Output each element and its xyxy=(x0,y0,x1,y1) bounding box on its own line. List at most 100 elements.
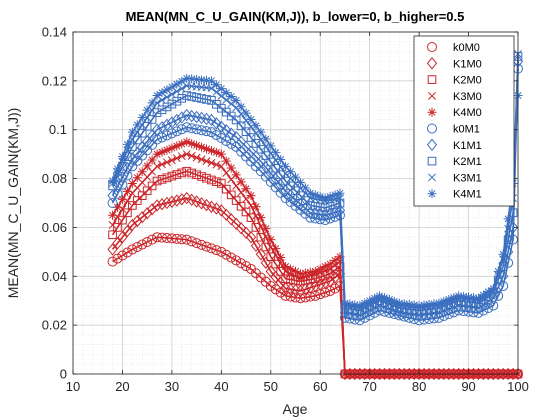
data-point-asterisk xyxy=(241,108,251,118)
data-point-square xyxy=(221,184,231,194)
data-point-asterisk xyxy=(330,190,340,200)
data-point-asterisk xyxy=(335,252,345,262)
data-point-square xyxy=(202,173,211,183)
data-point-circle xyxy=(147,234,158,245)
data-point-asterisk xyxy=(266,141,276,151)
data-point-diamond xyxy=(161,196,173,210)
data-point-x xyxy=(123,146,132,155)
data-point-diamond xyxy=(235,135,247,149)
data-point-circle xyxy=(191,124,202,135)
data-point-asterisk xyxy=(427,107,437,117)
data-point-square xyxy=(301,196,310,205)
data-point-x xyxy=(197,155,206,164)
data-point-square xyxy=(202,95,211,104)
data-point-square xyxy=(236,121,246,131)
data-point-asterisk xyxy=(108,176,118,186)
data-point-asterisk xyxy=(236,102,246,112)
data-point-square xyxy=(212,177,221,187)
data-point-diamond xyxy=(226,127,237,140)
data-point-asterisk xyxy=(384,294,394,304)
data-point-circle xyxy=(206,243,217,254)
data-point-asterisk xyxy=(300,268,310,278)
data-point-asterisk xyxy=(488,284,498,293)
data-point-asterisk xyxy=(449,293,459,303)
data-point-diamond xyxy=(329,271,341,284)
data-point-diamond xyxy=(250,150,262,163)
data-point-asterisk xyxy=(300,183,310,193)
data-point-square xyxy=(281,274,290,284)
data-point-circle xyxy=(137,150,148,161)
data-point-circle xyxy=(176,234,187,245)
data-point-diamond xyxy=(265,167,276,180)
data-point-x xyxy=(182,150,191,159)
data-point-diamond xyxy=(146,203,158,216)
data-point-circle xyxy=(117,250,128,261)
data-point-circle xyxy=(270,284,281,295)
data-point-square xyxy=(113,223,122,232)
data-point-asterisk xyxy=(172,79,182,89)
y-tick-label: 0.12 xyxy=(42,73,67,88)
data-point-square xyxy=(226,190,236,200)
data-point-asterisk xyxy=(493,266,503,276)
data-point-square xyxy=(296,191,305,200)
legend-label: K1M0 xyxy=(453,58,482,70)
data-point-asterisk xyxy=(152,91,162,101)
data-point-asterisk xyxy=(320,193,330,203)
data-point-circle xyxy=(285,291,296,302)
data-point-asterisk xyxy=(424,299,434,309)
data-point-diamond xyxy=(221,124,232,137)
data-point-asterisk xyxy=(127,178,137,188)
data-point-diamond xyxy=(275,276,286,289)
data-point-asterisk xyxy=(147,155,157,165)
data-point-asterisk xyxy=(241,184,251,194)
data-point-asterisk xyxy=(256,213,266,223)
data-point-asterisk xyxy=(291,266,300,276)
data-point-asterisk xyxy=(281,161,291,171)
data-point-asterisk xyxy=(404,299,414,309)
data-point-asterisk xyxy=(295,269,305,279)
data-point-square xyxy=(147,181,157,191)
data-point-diamond xyxy=(216,120,227,133)
data-point-circle xyxy=(275,187,286,198)
data-point-x xyxy=(242,116,251,125)
data-point-circle xyxy=(191,238,202,249)
data-point-asterisk xyxy=(291,172,300,182)
data-point-diamond xyxy=(166,195,178,208)
data-point-asterisk xyxy=(345,299,355,309)
data-point-diamond xyxy=(122,224,133,238)
data-point-circle xyxy=(300,292,311,303)
data-point-circle xyxy=(226,252,237,263)
data-point-asterisk xyxy=(261,134,271,144)
data-point-diamond xyxy=(132,214,143,228)
legend-label: K4M0 xyxy=(453,107,482,119)
data-point-square xyxy=(241,207,251,217)
data-point-x xyxy=(202,157,211,166)
data-point-asterisk xyxy=(132,120,142,130)
data-point-diamond xyxy=(122,162,133,175)
legend-item: K2M0 xyxy=(427,75,482,87)
data-point-circle xyxy=(196,125,207,136)
data-point-square xyxy=(251,139,261,148)
data-point-asterisk xyxy=(206,76,216,86)
data-point-asterisk xyxy=(202,75,211,85)
data-point-circle xyxy=(265,281,276,292)
data-point-x xyxy=(227,99,236,108)
data-point-asterisk xyxy=(473,293,483,303)
x-tick-label: 80 xyxy=(412,379,426,394)
x-tick-label: 50 xyxy=(264,379,278,394)
data-point-x xyxy=(167,156,176,165)
data-point-asterisk xyxy=(142,161,152,171)
data-point-diamond xyxy=(231,130,242,144)
data-point-asterisk xyxy=(261,224,271,234)
data-point-asterisk xyxy=(236,177,246,187)
data-point-diamond xyxy=(142,207,153,220)
data-point-diamond xyxy=(117,231,128,244)
data-point-circle xyxy=(176,124,187,135)
data-point-circle xyxy=(280,290,291,301)
data-point-square xyxy=(137,191,147,200)
data-point-x xyxy=(153,162,162,171)
data-point-circle xyxy=(196,239,207,250)
data-point-diamond xyxy=(426,57,438,70)
data-point-circle xyxy=(231,255,242,266)
data-point-asterisk xyxy=(127,127,137,137)
